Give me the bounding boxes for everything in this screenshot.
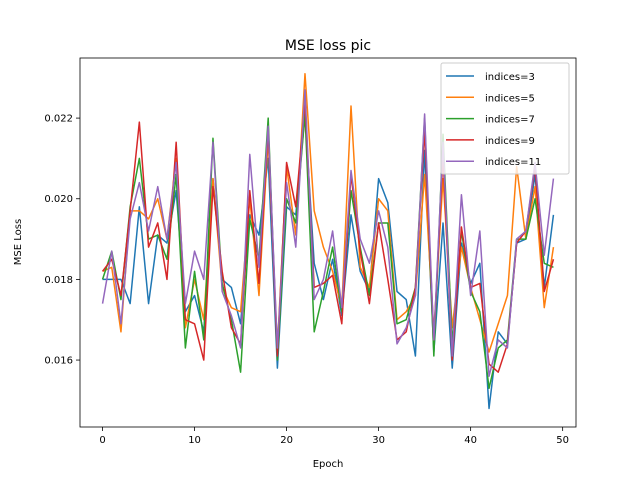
legend-label-3: indices=9 <box>485 136 535 147</box>
x-tick-label: 0 <box>99 435 105 446</box>
y-tick-label: 0.020 <box>44 194 73 205</box>
y-tick-label: 0.022 <box>44 114 73 125</box>
chart-title: MSE loss pic <box>285 38 371 54</box>
x-tick-label: 50 <box>556 435 569 446</box>
y-axis-label: MSE Loss <box>13 219 24 265</box>
x-tick-label: 40 <box>464 435 477 446</box>
legend-label-0: indices=3 <box>485 72 535 83</box>
legend-label-2: indices=7 <box>485 115 535 126</box>
legend-label-4: indices=11 <box>485 157 541 168</box>
y-tick-label: 0.018 <box>44 275 73 286</box>
x-tick-label: 20 <box>280 435 293 446</box>
x-tick-label: 10 <box>188 435 201 446</box>
x-tick-label: 30 <box>372 435 385 446</box>
legend-label-1: indices=5 <box>485 93 535 104</box>
x-axis-label: Epoch <box>313 459 344 470</box>
y-tick-label: 0.016 <box>44 356 73 367</box>
legend: indices=3 indices=5 indices=7 indices=9 indi… <box>441 63 569 174</box>
